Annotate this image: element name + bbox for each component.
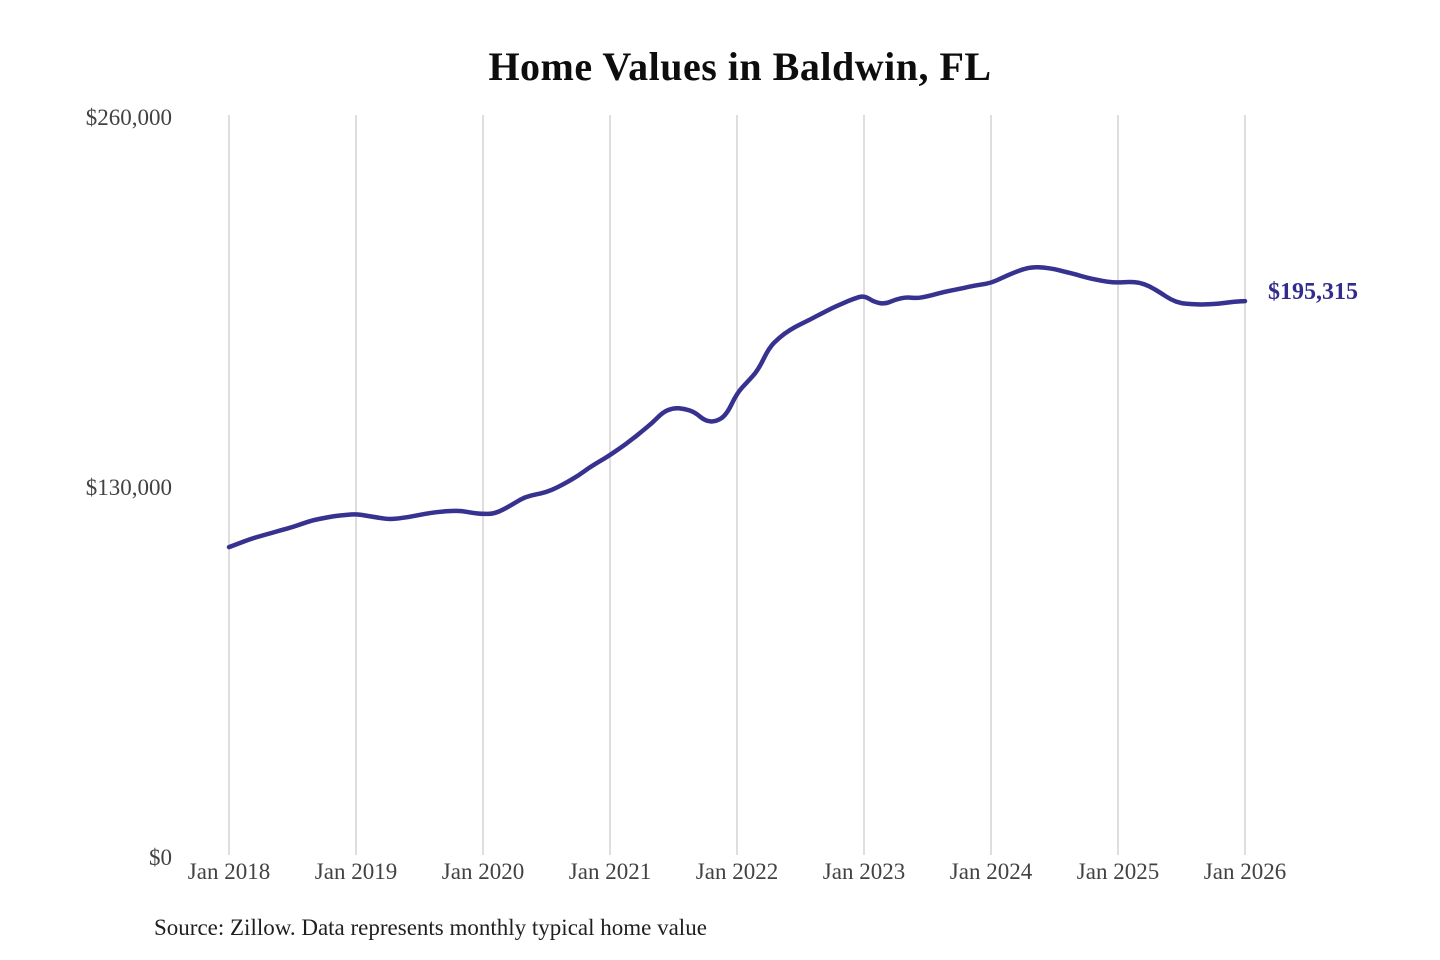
x-axis-label: Jan 2023 bbox=[823, 859, 905, 884]
x-axis-label: Jan 2021 bbox=[569, 859, 651, 884]
y-axis-label: $260,000 bbox=[86, 105, 172, 130]
chart-title: Home Values in Baldwin, FL bbox=[488, 44, 992, 89]
x-axis-label: Jan 2026 bbox=[1204, 859, 1286, 884]
source-note: Source: Zillow. Data represents monthly … bbox=[154, 915, 707, 940]
x-axis-label: Jan 2022 bbox=[696, 859, 778, 884]
x-axis-label: Jan 2018 bbox=[188, 859, 270, 884]
x-axis-label: Jan 2020 bbox=[442, 859, 524, 884]
home-value-line bbox=[226, 264, 1248, 550]
x-axis-label: Jan 2019 bbox=[315, 859, 397, 884]
y-axis-label: $0 bbox=[149, 845, 172, 870]
x-axis-label: Jan 2024 bbox=[950, 859, 1033, 884]
x-axis-label: Jan 2025 bbox=[1077, 859, 1159, 884]
current-value-label: $195,315 bbox=[1268, 279, 1358, 305]
y-axis-label: $130,000 bbox=[86, 475, 172, 500]
